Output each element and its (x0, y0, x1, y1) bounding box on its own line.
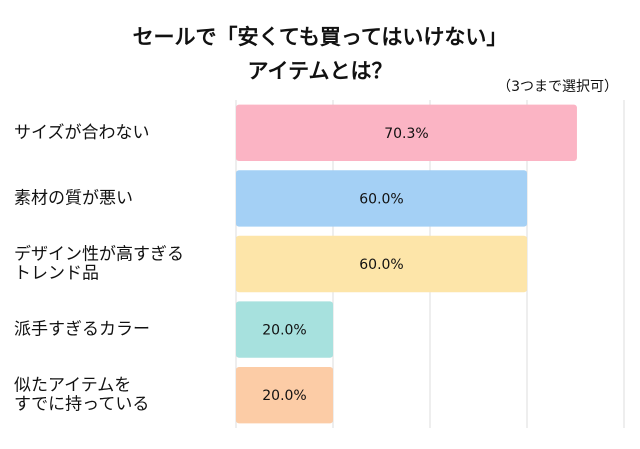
bar (236, 301, 333, 358)
bar (236, 104, 577, 162)
y-tick-label: すでに持っている (14, 395, 149, 415)
y-tick-label: 派手すぎるカラー (14, 320, 150, 340)
y-tick-label: トレンド品 (14, 264, 99, 284)
value-label: 70.3% (384, 126, 428, 142)
y-tick-label: 似たアイテムを (14, 376, 131, 396)
value-label: 60.0% (359, 257, 403, 273)
chart-title: アイテムとは？ (248, 59, 393, 83)
bar (236, 235, 527, 293)
bar (236, 366, 333, 424)
chart-title: セールで「安くても買ってはいけない」 (133, 25, 508, 49)
y-tick-label: デザイン性が高すぎる (14, 244, 184, 265)
y-tick-label: 素材の質が悪い (14, 188, 133, 208)
value-label: 60.0% (359, 191, 403, 207)
bar (236, 170, 527, 227)
y-tick-label: サイズが合わない (14, 123, 150, 143)
chart-subtitle: （3つまで選択可） (497, 79, 618, 95)
value-label: 20.0% (262, 323, 306, 339)
value-label: 20.0% (262, 388, 306, 404)
